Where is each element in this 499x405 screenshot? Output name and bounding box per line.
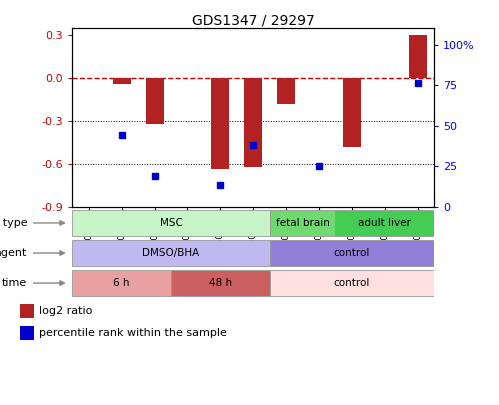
Text: percentile rank within the sample: percentile rank within the sample xyxy=(39,328,227,338)
Text: time: time xyxy=(2,278,27,288)
Text: adult liver: adult liver xyxy=(358,218,411,228)
Bar xyxy=(19,304,34,318)
FancyBboxPatch shape xyxy=(72,210,269,236)
Bar xyxy=(113,78,131,84)
FancyBboxPatch shape xyxy=(72,270,171,296)
FancyBboxPatch shape xyxy=(269,240,434,266)
Text: MSC: MSC xyxy=(160,218,183,228)
FancyBboxPatch shape xyxy=(335,210,434,236)
FancyBboxPatch shape xyxy=(72,240,269,266)
Text: 48 h: 48 h xyxy=(209,278,232,288)
Text: log2 ratio: log2 ratio xyxy=(39,306,92,316)
Bar xyxy=(244,78,262,166)
Bar xyxy=(343,78,361,147)
Bar xyxy=(409,36,427,78)
Text: cell type: cell type xyxy=(0,218,27,228)
Text: fetal brain: fetal brain xyxy=(275,218,329,228)
FancyBboxPatch shape xyxy=(269,210,335,236)
Bar xyxy=(19,326,34,341)
Title: GDS1347 / 29297: GDS1347 / 29297 xyxy=(192,13,314,27)
Bar xyxy=(146,78,164,124)
Bar xyxy=(211,78,230,169)
Text: control: control xyxy=(334,278,370,288)
Text: DMSO/BHA: DMSO/BHA xyxy=(142,248,200,258)
Bar xyxy=(277,78,295,104)
Text: 6 h: 6 h xyxy=(113,278,130,288)
Text: agent: agent xyxy=(0,248,27,258)
FancyBboxPatch shape xyxy=(171,270,269,296)
FancyBboxPatch shape xyxy=(269,270,434,296)
Text: control: control xyxy=(334,248,370,258)
